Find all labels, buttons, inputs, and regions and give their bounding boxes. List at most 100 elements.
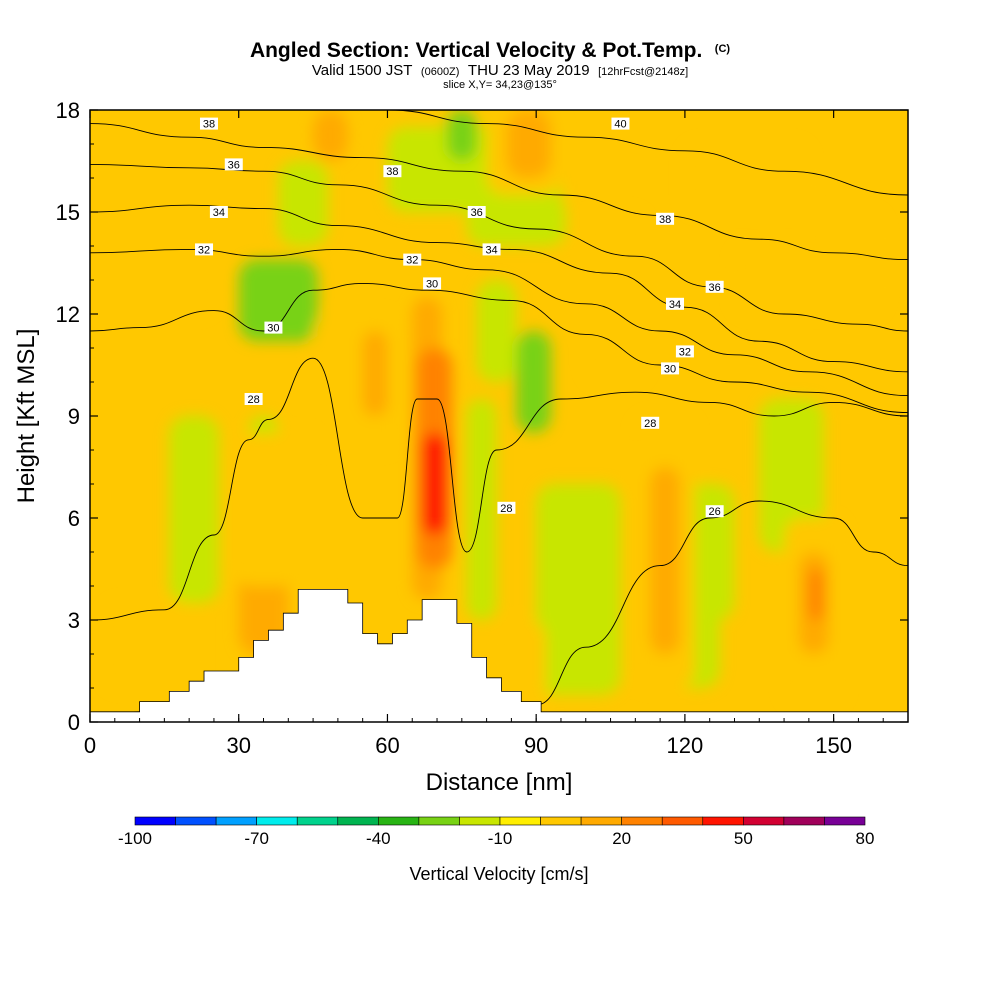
- velocity-cell: [233, 433, 324, 586]
- contour-label: 30: [661, 362, 680, 375]
- contour-label: 32: [403, 253, 422, 267]
- chart-title-unit: (C): [715, 43, 731, 55]
- contour-label-text: 30: [664, 363, 676, 375]
- contour-label-text: 32: [679, 346, 691, 358]
- velocity-cell: [684, 144, 809, 212]
- contour-label-text: 38: [386, 166, 398, 178]
- contour-label-box: [403, 253, 422, 266]
- contour-label-text: 34: [669, 299, 681, 311]
- velocity-cell: [506, 110, 552, 178]
- contour-label-box: [209, 206, 228, 218]
- colorbar-swatch: [702, 816, 744, 826]
- velocity-cell: [466, 195, 566, 246]
- contour-label-box: [467, 206, 486, 218]
- contour-label-text: 36: [709, 282, 721, 294]
- isentrope-38: [90, 123, 908, 261]
- y-tick-label: 3: [68, 608, 80, 633]
- isentrope-40: [387, 110, 908, 196]
- contour-label-text: 32: [406, 255, 418, 267]
- x-tick-label: 120: [667, 733, 704, 758]
- contour-label-box: [423, 277, 442, 290]
- contour-label-text: 28: [644, 418, 656, 430]
- contour-label: 34: [209, 206, 228, 219]
- contour-label-text: 32: [198, 244, 210, 256]
- velocity-cell: [808, 569, 824, 620]
- contour-label-text: 34: [485, 244, 497, 256]
- contour-label: 34: [665, 297, 684, 311]
- isentrope-28: [90, 357, 908, 621]
- chart-subtitle-valid: Valid 1500 JST (0600Z) THU 23 May 2019 […: [312, 62, 688, 79]
- x-tick-label: 150: [815, 733, 852, 758]
- velocity-cell: [90, 144, 214, 314]
- contour-label-box: [641, 416, 660, 429]
- y-tick-label: 9: [68, 404, 80, 429]
- contour-label-text: 36: [471, 207, 483, 219]
- contour-label: 30: [423, 277, 442, 290]
- contour-label-box: [264, 321, 283, 334]
- contour-label-box: [497, 501, 516, 514]
- chart-title: Angled Section: Vertical Velocity & Pot.…: [250, 39, 730, 62]
- velocity-cell: [585, 212, 646, 382]
- colorbar-swatch: [540, 816, 582, 826]
- colorbar: -100 -70 -40 -10 20 50 80: [118, 816, 875, 848]
- y-tick-label: 12: [56, 302, 80, 327]
- valid-time-local: Valid 1500 JST: [312, 62, 413, 79]
- contour-label-box: [705, 280, 724, 293]
- x-tick-label: 90: [524, 733, 548, 758]
- contour-label-box: [195, 243, 214, 256]
- velocity-cell: [734, 246, 824, 314]
- isentrope-34: [90, 204, 908, 373]
- contour-label-text: 30: [267, 323, 279, 335]
- isentrope-32: [90, 248, 908, 397]
- contour-label-box: [244, 393, 263, 405]
- y-axis-label: Height [Kft MSL]: [13, 329, 40, 504]
- colorbar-swatch: [418, 816, 460, 826]
- colorbar-swatch: [783, 816, 825, 826]
- colorbar-tick-label: 50: [734, 829, 753, 848]
- colorbar-swatch: [134, 816, 176, 826]
- contour-label: 28: [244, 393, 263, 406]
- colorbar-swatch: [215, 816, 257, 826]
- y-tick-label: 6: [68, 506, 80, 531]
- velocity-cell: [104, 603, 200, 688]
- colorbar-swatch: [580, 816, 622, 826]
- colorbar-tick-label: 80: [856, 829, 875, 848]
- velocity-cell: [476, 280, 517, 382]
- colorbar-tick-label: 20: [612, 829, 631, 848]
- contour-label: 36: [705, 280, 724, 294]
- contour-label-box: [675, 345, 694, 358]
- contour-label: 40: [611, 117, 630, 131]
- contour-label-text: 36: [228, 159, 240, 171]
- colorbar-label: Vertical Velocity [cm/s]: [409, 864, 588, 884]
- velocity-cell: [506, 620, 547, 705]
- colorbar-tick-label: -10: [488, 829, 513, 848]
- contour-label: 30: [264, 321, 283, 335]
- colorbar-swatch: [459, 816, 501, 826]
- velocity-cell: [446, 110, 477, 161]
- contour-label-box: [383, 165, 402, 178]
- colorbar-swatch: [499, 816, 541, 826]
- contour-label: 38: [656, 212, 675, 226]
- contour-label-box: [665, 297, 684, 310]
- contour-label: 28: [497, 501, 516, 515]
- colorbar-swatch: [824, 816, 866, 826]
- velocity-cell: [536, 484, 621, 695]
- contour-label-text: 38: [659, 214, 671, 226]
- contour-label: 32: [195, 243, 214, 256]
- valid-time-utc: (0600Z): [421, 66, 460, 78]
- contour-label: 38: [199, 117, 218, 131]
- x-axis-label: Distance [nm]: [426, 769, 573, 796]
- velocity-cell: [808, 212, 884, 314]
- contour-label-text: 34: [213, 207, 225, 219]
- terrain-outline: [90, 589, 908, 713]
- contour-label-text: 38: [203, 119, 215, 131]
- colorbar-swatch: [175, 816, 217, 826]
- colorbar-swatch: [621, 816, 663, 826]
- contour-label: 38: [383, 165, 402, 178]
- contour-label-box: [661, 362, 680, 375]
- isentrope-36: [90, 163, 908, 332]
- contour-label-box: [705, 505, 724, 518]
